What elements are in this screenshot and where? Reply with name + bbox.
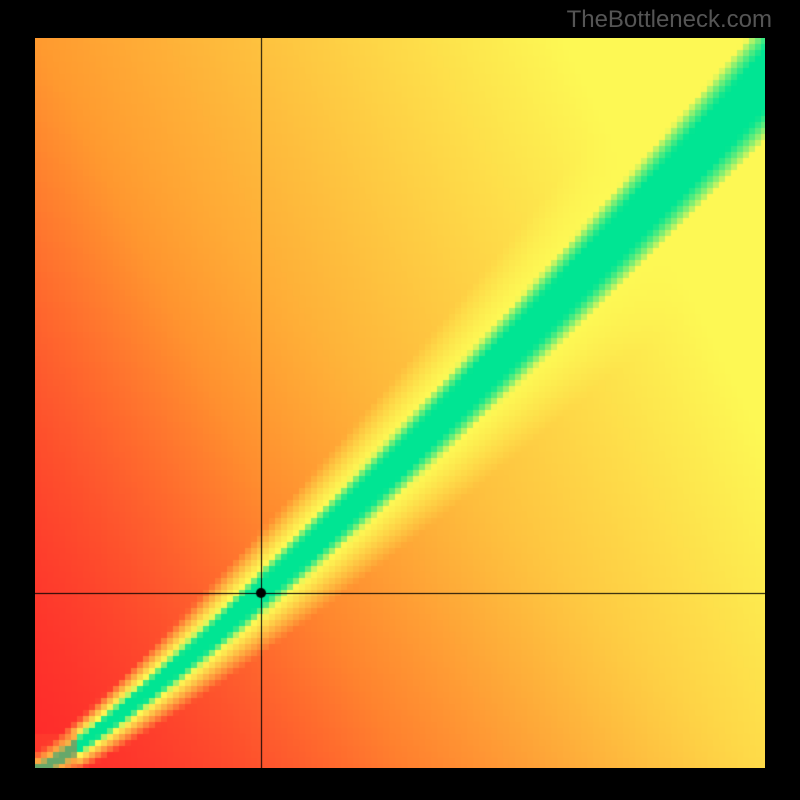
chart-wrapper: TheBottleneck.com <box>0 0 800 800</box>
plot-area <box>35 38 765 768</box>
bottleneck-heatmap <box>35 38 765 768</box>
watermark-text: TheBottleneck.com <box>567 6 772 34</box>
